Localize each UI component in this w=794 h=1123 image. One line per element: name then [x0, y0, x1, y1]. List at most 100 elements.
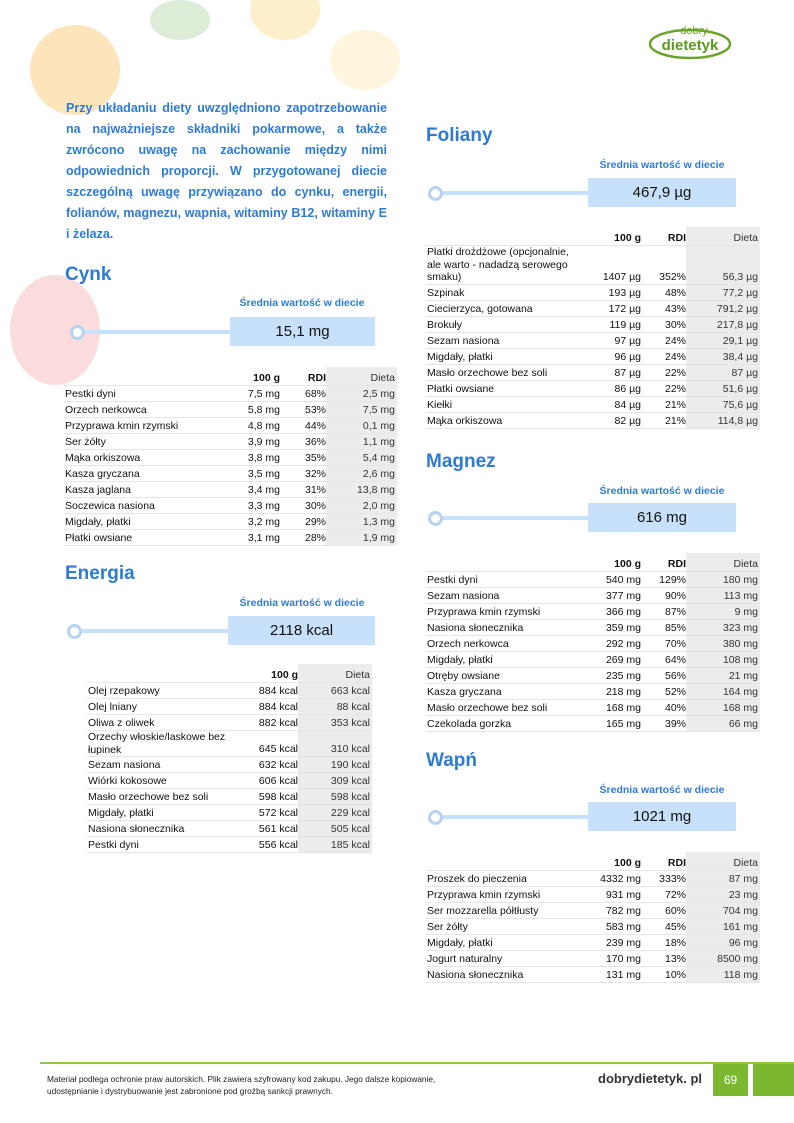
- value-cell: 168 mg: [686, 699, 760, 716]
- column-header: [426, 553, 580, 572]
- food-name: Ser mozzarella półtłusty: [426, 902, 580, 919]
- value-cell: 229 kcal: [298, 804, 372, 821]
- value-cell: 21 mg: [686, 667, 760, 684]
- magnez-table: 100 g RDI Dieta Pestki dyni 540 mg 129% 180 mg…: [426, 553, 760, 732]
- value-cell: 21%: [641, 396, 686, 413]
- value-cell: 22%: [641, 380, 686, 397]
- value-cell: 88 kcal: [298, 698, 372, 715]
- value-cell: 29,1 µg: [686, 332, 760, 349]
- orange-decoration: [250, 0, 320, 40]
- value-cell: 161 mg: [686, 918, 760, 935]
- value-cell: 598 kcal: [236, 788, 298, 805]
- value-cell: 97 µg: [580, 332, 641, 349]
- table-row: Masło orzechowe bez soli 168 mg 40% 168 mg: [426, 699, 760, 716]
- value-cell: 235 mg: [580, 667, 641, 684]
- table-row: Otręby owsiane 235 mg 56% 21 mg: [426, 667, 760, 684]
- food-name: Masło orzechowe bez soli: [426, 699, 580, 716]
- value-cell: 645 kcal: [236, 730, 298, 757]
- food-name: Ser żółty: [426, 918, 580, 935]
- slider-track: [436, 516, 588, 520]
- energia-table: 100 g Dieta Olej rzepakowy 884 kcal 663 kcal…: [87, 664, 372, 853]
- table-row: Orzech nerkowca 292 mg 70% 380 mg: [426, 635, 760, 652]
- table-row: Sezam nasiona 97 µg 24% 29,1 µg: [426, 332, 760, 349]
- table-row: Ser żółty 583 mg 45% 161 mg: [426, 918, 760, 935]
- value-cell: 38,4 µg: [686, 348, 760, 365]
- column-header: [426, 227, 580, 246]
- value-cell: 23 mg: [686, 886, 760, 903]
- table-row: Migdały, płatki 3,2 mg 29% 1,3 mg: [64, 513, 397, 530]
- value-cell: 190 kcal: [298, 756, 372, 773]
- svg-text:dietetyk: dietetyk: [662, 37, 719, 54]
- table-row: Masło orzechowe bez soli 87 µg 22% 87 µg: [426, 364, 760, 381]
- value-cell: 4332 mg: [580, 870, 641, 887]
- column-header: [64, 367, 226, 386]
- slider-track: [436, 191, 588, 195]
- column-header: [426, 852, 580, 871]
- wapn-table: 100 g RDI Dieta Proszek do pieczenia 4332 mg…: [426, 852, 760, 983]
- value-cell: 84 µg: [580, 396, 641, 413]
- value-cell: 333%: [641, 870, 686, 887]
- slider-knob: [428, 186, 443, 201]
- value-cell: 13,8 mg: [326, 481, 397, 498]
- value-cell: 353 kcal: [298, 714, 372, 731]
- column-header: RDI: [641, 227, 686, 246]
- foliany-table: 100 g RDI Dieta Płatki drożdżowe (opcjonaln…: [426, 227, 760, 429]
- value-cell: 28%: [280, 529, 326, 546]
- column-header: RDI: [641, 553, 686, 572]
- value-cell: 5,4 mg: [326, 449, 397, 466]
- value-cell: 87%: [641, 603, 686, 620]
- food-name: Przyprawa kmin rzymski: [64, 417, 226, 434]
- table-row: Migdały, płatki 269 mg 64% 108 mg: [426, 651, 760, 668]
- value-cell: 36%: [280, 433, 326, 450]
- food-name: Jogurt naturalny: [426, 950, 580, 967]
- table-row: Jogurt naturalny 170 mg 13% 8500 mg: [426, 950, 760, 967]
- column-header: Dieta: [686, 553, 760, 572]
- value-cell: 1,1 mg: [326, 433, 397, 450]
- cynk-table: 100 g RDI Dieta Pestki dyni 7,5 mg 68% 2,5 mg O…: [64, 367, 397, 546]
- slider-knob: [70, 325, 85, 340]
- cynk-average-value: 15,1 mg: [230, 317, 375, 346]
- table-row: Sezam nasiona 377 mg 90% 113 mg: [426, 587, 760, 604]
- foliany-average-value: 467,9 µg: [588, 178, 736, 207]
- table-header-row: 100 g RDI Dieta: [426, 852, 760, 871]
- value-cell: 168 mg: [580, 699, 641, 716]
- value-cell: 56%: [641, 667, 686, 684]
- value-cell: 118 mg: [686, 966, 760, 983]
- value-cell: 64%: [641, 651, 686, 668]
- table-row: Mąka orkiszowa 3,8 mg 35% 5,4 mg: [64, 449, 397, 466]
- value-cell: 217,8 µg: [686, 316, 760, 333]
- value-cell: 193 µg: [580, 284, 641, 301]
- column-header: 100 g: [580, 227, 641, 246]
- average-label: Średnia wartość w diecie: [239, 297, 365, 309]
- value-cell: 10%: [641, 966, 686, 983]
- value-cell: 323 mg: [686, 619, 760, 636]
- table-row: Ser mozzarella półtłusty 782 mg 60% 704 mg: [426, 902, 760, 919]
- value-cell: 931 mg: [580, 886, 641, 903]
- food-name: Pestki dyni: [64, 385, 226, 402]
- value-cell: 96 µg: [580, 348, 641, 365]
- food-name: Olej rzepakowy: [87, 682, 236, 699]
- svg-text:dobry: dobry: [680, 25, 708, 37]
- table-header-row: 100 g RDI Dieta: [426, 227, 760, 246]
- value-cell: 87 mg: [686, 870, 760, 887]
- value-cell: 377 mg: [580, 587, 641, 604]
- food-name: Orzechy włoskie/laskowe bez łupinek: [87, 730, 236, 757]
- table-row: Sezam nasiona 632 kcal 190 kcal: [87, 756, 372, 773]
- column-header: [87, 664, 236, 683]
- food-name: Pestki dyni: [87, 836, 236, 853]
- table-row: Nasiona słonecznika 359 mg 85% 323 mg: [426, 619, 760, 636]
- column-header: 100 g: [226, 367, 280, 386]
- value-cell: 3,1 mg: [226, 529, 280, 546]
- food-name: Migdały, płatki: [426, 651, 580, 668]
- table-row: Kasza gryczana 3,5 mg 32% 2,6 mg: [64, 465, 397, 482]
- foliany-heading: Foliany: [426, 125, 493, 146]
- value-cell: 108 mg: [686, 651, 760, 668]
- value-cell: 663 kcal: [298, 682, 372, 699]
- food-name: Płatki drożdżowe (opcjonalnie, ale warto…: [426, 245, 580, 285]
- table-row: Orzechy włoskie/laskowe bez łupinek 645 k…: [87, 730, 372, 757]
- value-cell: 44%: [280, 417, 326, 434]
- value-cell: 35%: [280, 449, 326, 466]
- column-header: Dieta: [326, 367, 397, 386]
- value-cell: 9 mg: [686, 603, 760, 620]
- energia-average-value: 2118 kcal: [228, 616, 375, 645]
